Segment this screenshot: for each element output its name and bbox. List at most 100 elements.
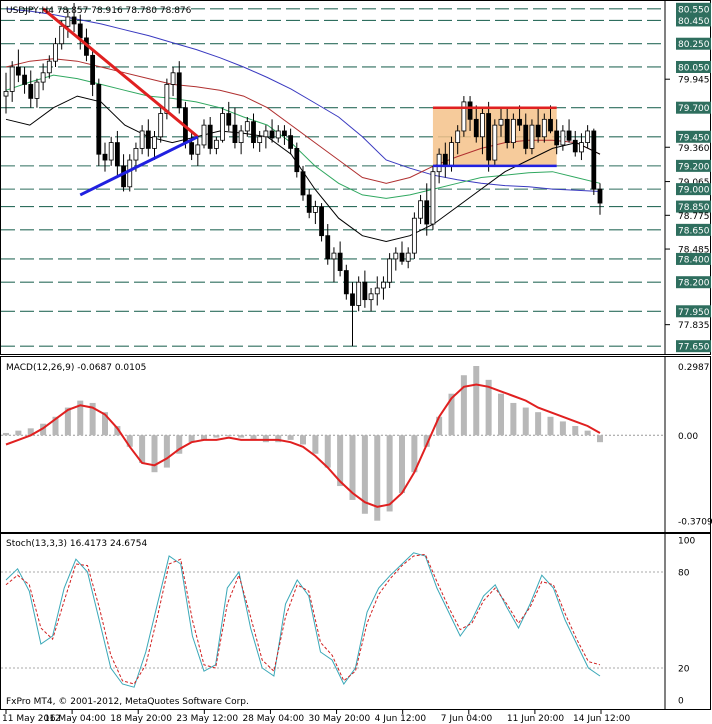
moving-average-line (5, 58, 601, 184)
time-tick-label: 23 May 12:00 (176, 714, 238, 724)
macd-header: MACD(12,26,9) -0.0687 0.0105 (6, 363, 146, 373)
price-tick-label: 78.775 (678, 212, 710, 222)
candle-body (269, 130, 275, 139)
macd-histogram (3, 366, 603, 521)
time-tick-label: 4 Jun 12:00 (375, 714, 427, 724)
macd-bar (349, 435, 356, 500)
candle-body (467, 101, 473, 120)
candle-body (3, 91, 9, 97)
price-tick-label: 78.850 (678, 203, 710, 213)
macd-bar (275, 435, 282, 443)
time-tick-label: 11 Jun 20:00 (507, 714, 564, 724)
macd-bar (535, 412, 542, 436)
price-tick-bg (676, 2, 711, 15)
candle-body (282, 130, 287, 137)
candle-body (65, 16, 71, 27)
price-tick-bg (676, 340, 711, 353)
candle-body (498, 118, 504, 126)
candle-body (374, 287, 380, 295)
candle-body (164, 84, 170, 114)
candle-body (393, 252, 399, 260)
stoch-tick-label: 80 (678, 569, 690, 579)
time-tick-label: 30 May 20:00 (309, 714, 371, 724)
price-tick-label: 79.945 (678, 76, 710, 86)
time-tick-label: 14 Jun 12:00 (573, 714, 630, 724)
price-tick-label: 79.360 (678, 144, 710, 154)
candle-body (356, 281, 362, 306)
candle-body (480, 113, 485, 138)
candle-body (579, 142, 584, 153)
macd-bar (201, 435, 207, 440)
candle-body (102, 153, 108, 161)
macd-bar (287, 435, 294, 440)
macd-bar (423, 435, 430, 447)
price-tick-bg (676, 305, 711, 318)
candle-body (430, 171, 436, 225)
candle-body (306, 194, 312, 213)
blue-trendline (79, 135, 199, 197)
candle-body (300, 171, 306, 196)
macd-bar (559, 421, 566, 436)
candle-body (9, 66, 15, 92)
candle-body (473, 118, 479, 138)
candle-body (504, 118, 510, 144)
macd-signal-path (5, 383, 601, 508)
macd-bar (262, 435, 269, 443)
macd-bar (597, 435, 603, 443)
stoch-panel-frame (0, 533, 711, 710)
candle-body (170, 72, 176, 85)
macd-bar (522, 407, 529, 436)
price-tick-bg (676, 159, 711, 172)
candle-body (28, 84, 34, 99)
candle-body (34, 81, 40, 99)
candle-body (22, 74, 27, 85)
time-tick-label: 18 May 20:00 (110, 714, 172, 724)
price-tick-bg (676, 200, 711, 213)
macd-bar (361, 435, 368, 514)
price-tick-label: 77.835 (678, 321, 710, 331)
macd-bar (510, 402, 517, 436)
candle-body (442, 153, 448, 167)
price-tick-bg (676, 252, 711, 265)
candle-body (572, 139, 578, 153)
macd-bar (584, 430, 591, 436)
candle-body (77, 23, 83, 39)
candle-body (312, 206, 318, 213)
moving-average-line (5, 74, 601, 199)
price-tick-label: 77.950 (678, 308, 710, 318)
candle-body (517, 118, 522, 126)
time-tick-label: 7 Jun 04:00 (441, 714, 493, 724)
macd-bar (485, 379, 492, 436)
macd-bar (374, 435, 381, 521)
stoch-tick-label: 20 (678, 665, 690, 675)
candle-body (455, 130, 461, 143)
candle-body (238, 130, 244, 143)
macd-bar (238, 435, 245, 438)
candle-body (263, 130, 269, 138)
candle-body (257, 136, 263, 144)
macd-bar (213, 435, 220, 438)
macd-bar (64, 407, 71, 436)
candle-body (331, 252, 337, 260)
candle-body (486, 113, 492, 161)
candle-body (145, 130, 151, 149)
candle-body (591, 130, 597, 190)
price-tick-bg (676, 14, 711, 27)
price-axis-ticks: 80.550 80.450 80.250 80.050 79.945 79.700 79.4… (665, 2, 711, 353)
candle-body (523, 124, 529, 149)
price-tick-bg (676, 37, 711, 50)
stoch-axis-ticks: 100 80 20 0 (678, 537, 695, 707)
macd-bar (448, 393, 455, 436)
candle-body (108, 142, 114, 161)
macd-tick-label: 0.2987 (678, 363, 710, 373)
candle-body (96, 84, 102, 155)
candle-body (585, 130, 591, 143)
stoch-tick-label: 0 (678, 697, 684, 707)
candle-body (114, 142, 120, 167)
macd-bar (52, 416, 59, 436)
candle-body (436, 153, 442, 173)
candle-body (207, 124, 213, 149)
candle-body (566, 130, 572, 141)
candle-body (139, 130, 145, 149)
stoch-level-lines (1, 571, 665, 669)
